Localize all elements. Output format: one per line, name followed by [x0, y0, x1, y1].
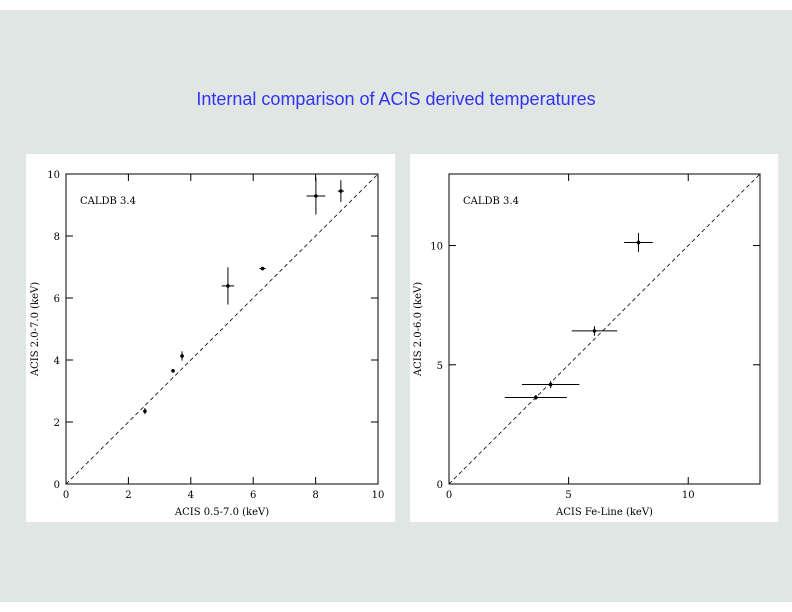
y-tick-label: 10 [47, 170, 60, 181]
y-tick-label: 10 [430, 242, 443, 253]
data-point [314, 194, 318, 198]
identity-line [65, 173, 379, 485]
x-tick-label: 8 [312, 490, 318, 501]
data-point [180, 354, 184, 358]
x-tick-label: 5 [565, 490, 571, 501]
data-point [260, 266, 265, 271]
data-point [226, 284, 230, 288]
y-tick-label: 0 [54, 480, 60, 491]
data-point [592, 329, 597, 333]
x-tick-label: 6 [250, 490, 256, 501]
y-axis-label: ACIS 2.0-6.0 (keV) [413, 282, 424, 377]
x-tick-label: 4 [188, 490, 194, 501]
identity-line [448, 173, 761, 485]
y-tick-label: 2 [54, 418, 60, 429]
y-tick-label: 5 [437, 361, 443, 372]
chart-panel: 0 2 4 6 8 10 0 2 4 6 8 10 ACIS 0.5-7.0 (keV) ACIS 2.0… [26, 154, 395, 522]
x-tick-label: 10 [682, 490, 695, 501]
annotation: CALDB 3.4 [80, 196, 136, 207]
y-axis-label: ACIS 2.0-7.0 (keV) [30, 282, 41, 377]
data-point [548, 382, 553, 387]
y-tick-label: 4 [54, 356, 60, 367]
data-point [171, 369, 175, 373]
y-tick-label: 0 [437, 480, 443, 491]
annotation: CALDB 3.4 [463, 196, 519, 207]
chart-panel: 0 5 10 0 5 10 ACIS Fe-Line (keV) ACIS 2.0-6.0 (… [410, 154, 778, 522]
data-point [636, 240, 641, 245]
slide-title: Internal comparison of ACIS derived temp… [196, 89, 596, 109]
plot-frame [448, 173, 761, 485]
x-axis-label: ACIS Fe-Line (keV) [555, 507, 653, 518]
data-point [534, 395, 538, 400]
data-point [143, 409, 147, 413]
plot-frame [65, 173, 379, 485]
y-tick-label: 6 [54, 294, 60, 305]
y-tick-label: 8 [54, 232, 60, 243]
data-point [339, 189, 343, 193]
x-axis-label: ACIS 0.5-7.0 (keV) [174, 507, 269, 518]
x-tick-label: 10 [372, 490, 385, 501]
x-tick-label: 2 [125, 490, 131, 501]
x-tick-label: 0 [63, 490, 69, 501]
x-tick-label: 0 [446, 490, 452, 501]
